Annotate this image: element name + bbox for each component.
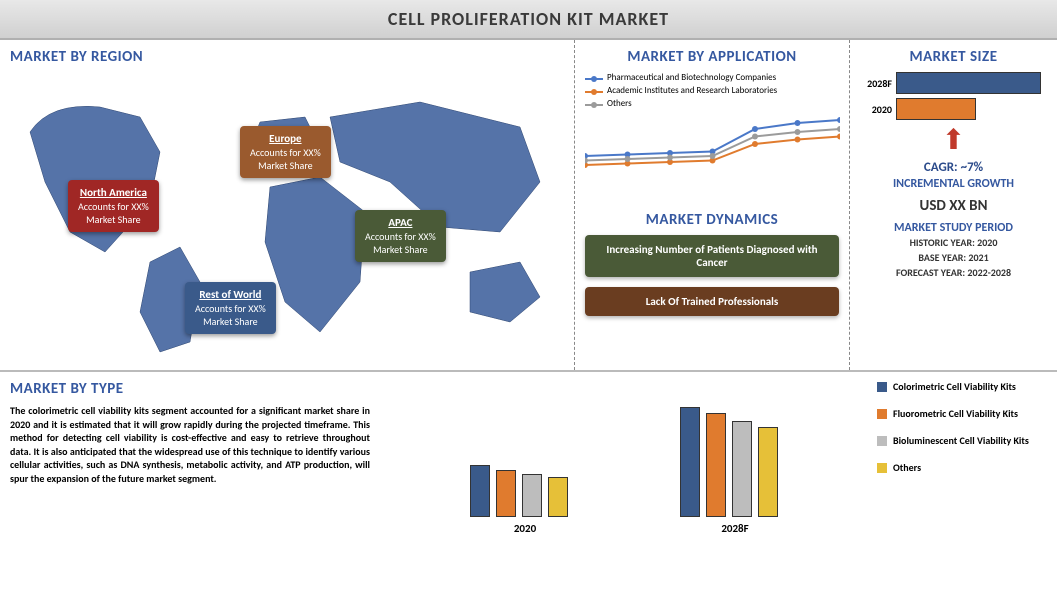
bar: [548, 477, 568, 517]
legend-item: Pharmaceutical and Biotechnology Compani…: [585, 72, 839, 83]
dynamics-pill: Increasing Number of Patients Diagnosed …: [585, 235, 839, 277]
application-legend: Pharmaceutical and Biotechnology Compani…: [585, 72, 839, 109]
size-bar-row: 2028F: [856, 72, 1051, 94]
region-callout: Rest of WorldAccounts for XX%Market Shar…: [185, 282, 276, 334]
growth-arrow-icon: ⬆: [942, 126, 965, 154]
growth-value: USD XX BN: [856, 197, 1051, 215]
type-bar-chart: 2020 2028F: [380, 380, 877, 535]
size-section: MARKET SIZE 2028F 2020 ⬆ CAGR: ~7% INCREM…: [850, 40, 1057, 370]
legend-item: Colorimetric Cell Viability Kits: [877, 380, 1047, 393]
legend-item: Fluorometric Cell Viability Kits: [877, 407, 1047, 420]
application-section: MARKET BY APPLICATION Pharmaceutical and…: [575, 40, 850, 370]
bar: [470, 465, 490, 517]
dynamics-list: Increasing Number of Patients Diagnosed …: [585, 235, 839, 316]
cagr-text: CAGR: ~7%: [856, 160, 1051, 175]
legend-item: Academic Institutes and Research Laborat…: [585, 85, 839, 96]
legend-item: Others: [877, 461, 1047, 474]
bar: [732, 421, 752, 517]
world-map: North AmericaAccounts for XX%Market Shar…: [10, 72, 565, 362]
type-legend: Colorimetric Cell Viability Kits Fluorome…: [877, 380, 1047, 535]
application-line-chart: [585, 111, 840, 201]
region-callout: North AmericaAccounts for XX%Market Shar…: [68, 180, 159, 232]
x-axis-label: 2020: [470, 522, 580, 535]
type-text-block: MARKET BY TYPE The colorimetric cell via…: [10, 380, 380, 535]
dynamics-heading: MARKET DYNAMICS: [585, 211, 839, 229]
size-heading: MARKET SIZE: [856, 48, 1051, 66]
region-callout: EuropeAccounts for XX%Market Share: [240, 126, 331, 178]
bar-group: [470, 465, 568, 517]
bar: [496, 470, 516, 517]
main-grid: MARKET BY REGION North AmericaAccounts f…: [0, 40, 1057, 370]
bar: [706, 413, 726, 517]
size-bar-row: 2020: [856, 98, 1051, 120]
cagr-row: ⬆: [856, 126, 1051, 154]
region-callout: APACAccounts for XX%Market Share: [355, 210, 446, 262]
bar: [522, 474, 542, 517]
application-heading: MARKET BY APPLICATION: [585, 48, 839, 66]
dynamics-pill: Lack Of Trained Professionals: [585, 287, 839, 316]
type-section: MARKET BY TYPE The colorimetric cell via…: [0, 370, 1057, 543]
study-lines: HISTORIC YEAR: 2020BASE YEAR: 2021FORECA…: [856, 235, 1051, 280]
legend-item: Others: [585, 98, 839, 109]
region-section: MARKET BY REGION North AmericaAccounts f…: [0, 40, 575, 370]
type-paragraph: The colorimetric cell viability kits seg…: [10, 404, 370, 485]
type-heading: MARKET BY TYPE: [10, 380, 370, 398]
legend-item: Bioluminescent Cell Viability Kits: [877, 434, 1047, 447]
bar: [680, 407, 700, 517]
region-heading: MARKET BY REGION: [10, 48, 564, 66]
study-label: MARKET STUDY PERIOD: [856, 221, 1051, 235]
size-bar-chart: 2028F 2020: [856, 72, 1051, 120]
x-axis-label: 2028F: [680, 522, 790, 535]
growth-label: INCREMENTAL GROWTH: [856, 177, 1051, 191]
page-title: CELL PROLIFERATION KIT MARKET: [0, 0, 1057, 40]
bar: [758, 427, 778, 517]
bar-group: [680, 407, 778, 517]
